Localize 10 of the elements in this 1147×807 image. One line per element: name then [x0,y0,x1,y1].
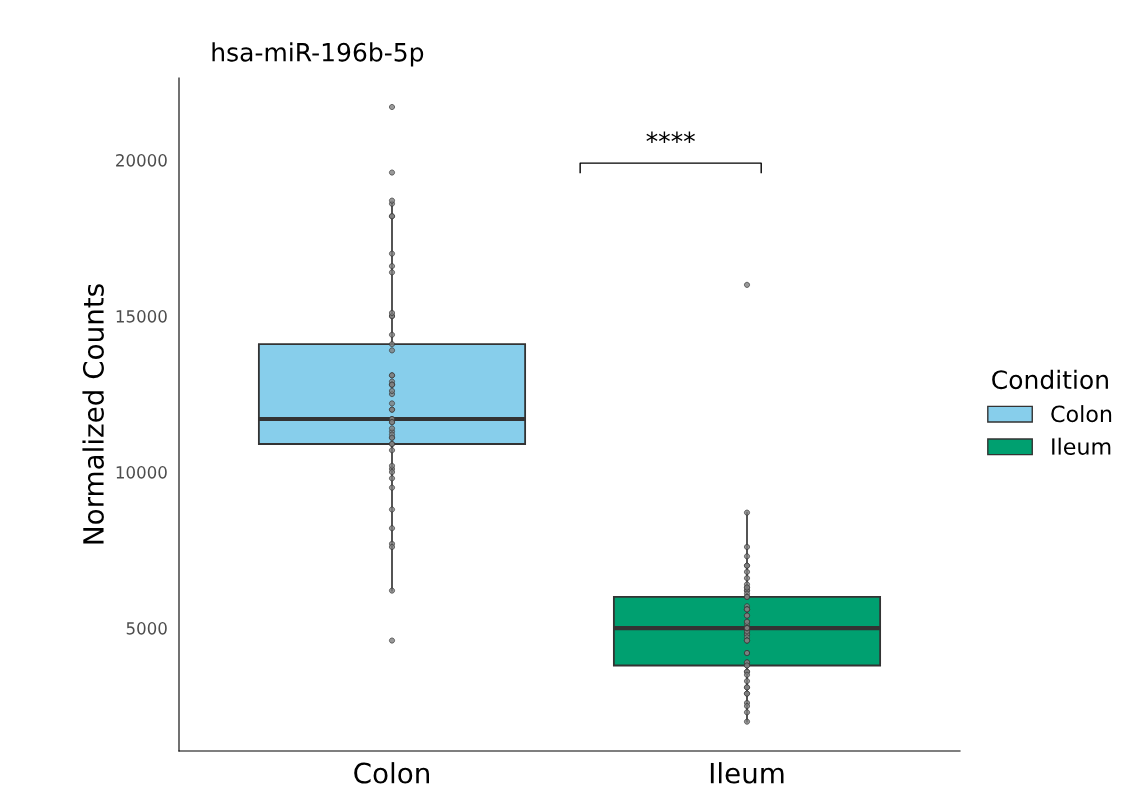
y-tick-label: 10000 [116,466,167,479]
y-tick-label: 5000 [126,622,167,635]
legend-label: Ileum [1052,437,1111,455]
annotation: **** [646,131,695,144]
legend-label: Colon [1051,405,1112,423]
y-axis-title: Normalized Counts [82,284,104,544]
y-tick-label: 20000 [116,154,167,167]
chart-title: hsa-miR-196b-5p [212,42,424,67]
legend-title: Condition [992,369,1108,390]
y-tick-label: 15000 [116,310,167,323]
